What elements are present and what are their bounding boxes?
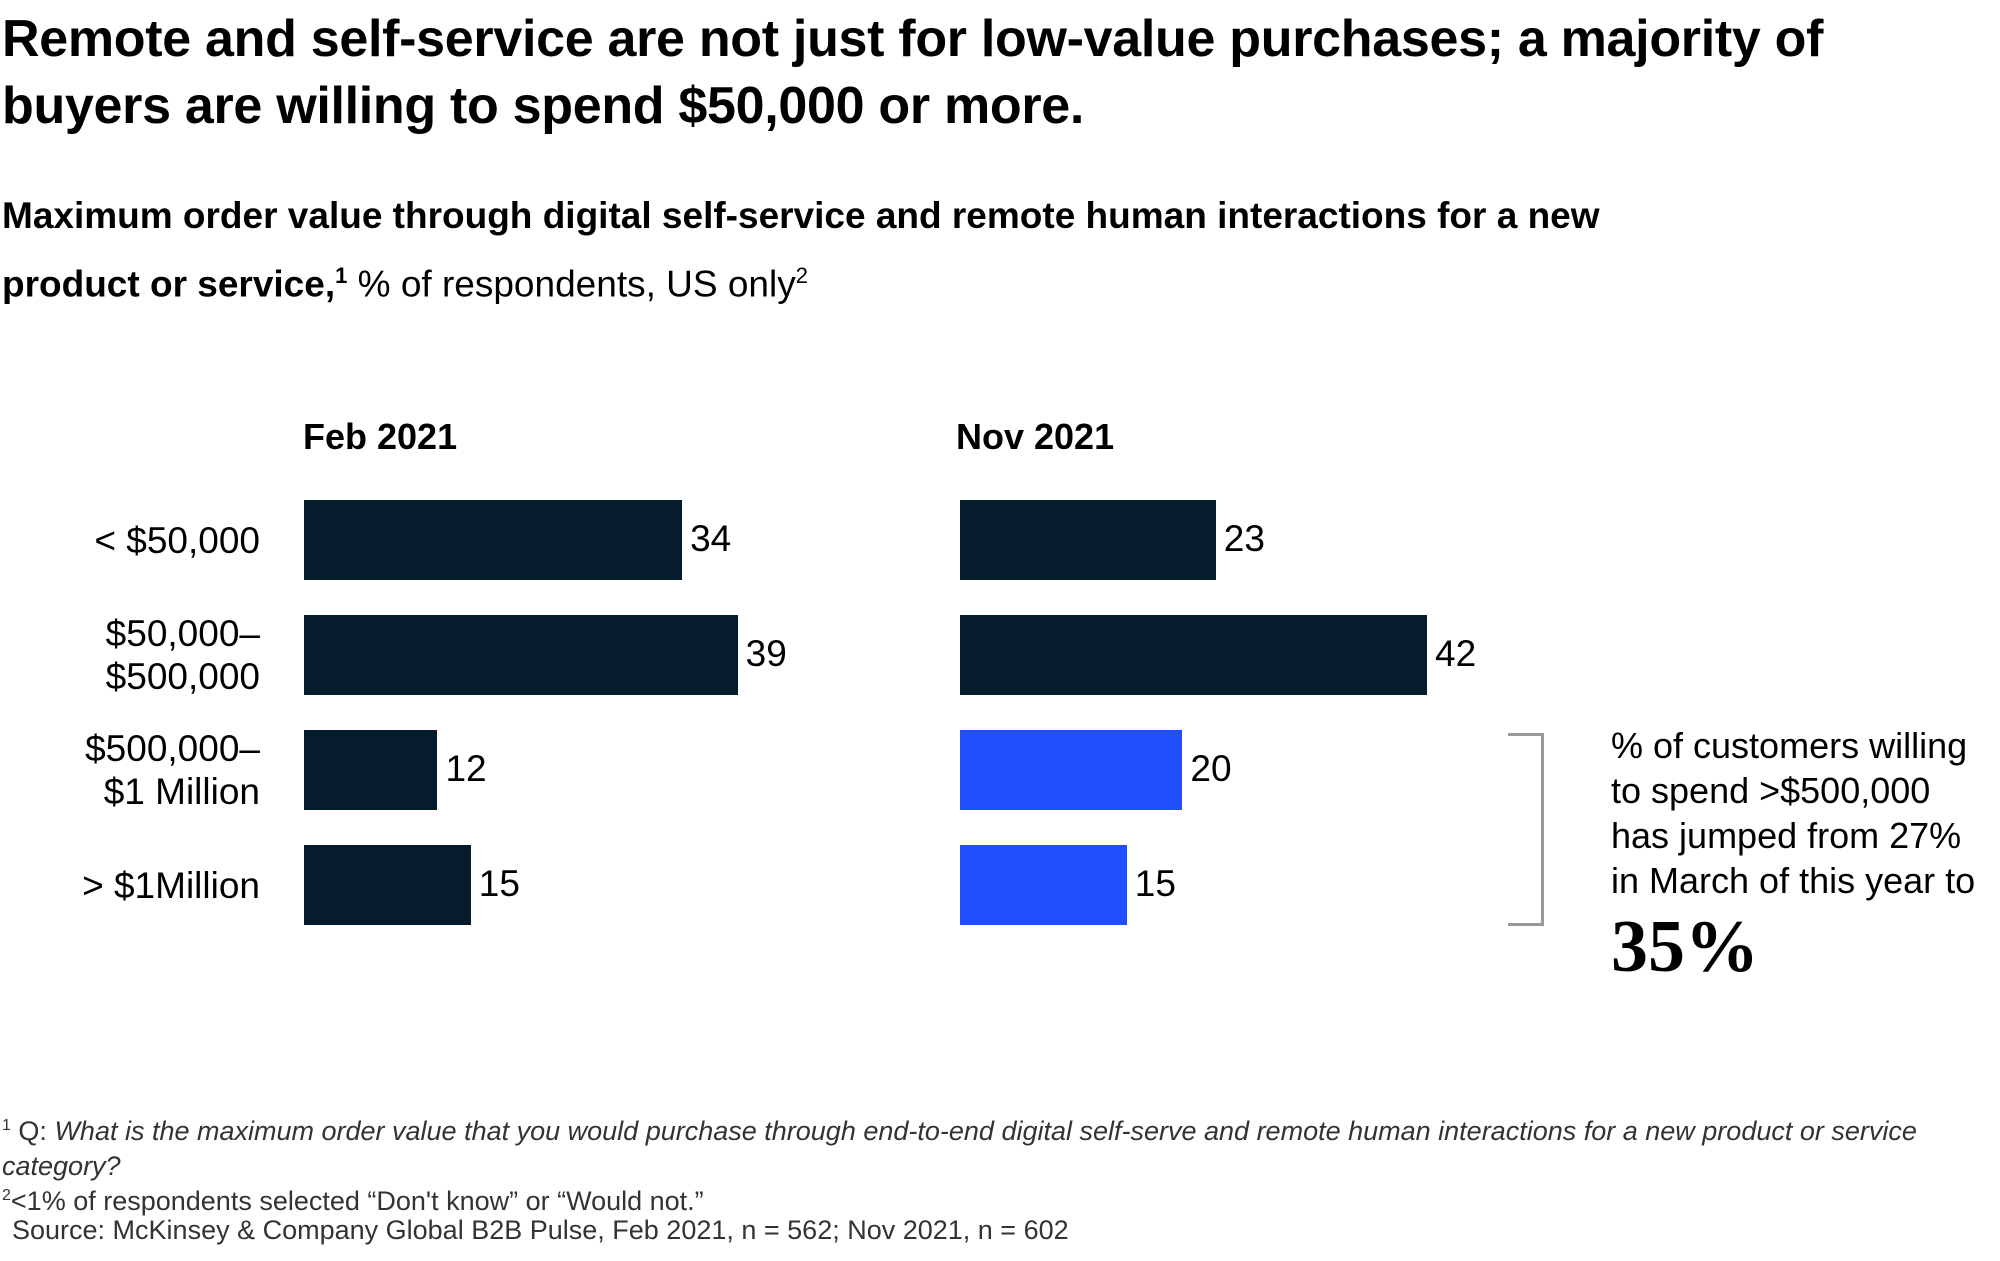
footnote-1-mark: 1	[2, 1117, 11, 1134]
value-label: 34	[690, 518, 732, 559]
footnote-2-mark: 2	[2, 1187, 11, 1204]
subtitle-bold: Maximum order value through digital self…	[2, 195, 1600, 305]
category-label: < $50,000	[94, 519, 260, 561]
value-label: 20	[1190, 748, 1232, 789]
bracket-marker	[1508, 733, 1544, 926]
chart-title: Remote and self-service are not just for…	[2, 10, 1824, 135]
series-title-nov: Nov 2021	[956, 416, 1115, 457]
category-label: $500,000– $1 Million	[85, 728, 260, 812]
bar-feb-1	[304, 615, 738, 695]
category-label: $50,000– $500,000	[105, 613, 260, 697]
bar-nov-0	[960, 500, 1216, 580]
annotation-line: has jumped from 27%	[1611, 815, 1962, 856]
subtitle-footnote-2: 2	[795, 263, 808, 288]
subtitle-regular: % of respondents, US only	[347, 263, 796, 305]
value-label: 15	[478, 863, 520, 904]
footnote-1-prefix: Q:	[18, 1116, 55, 1146]
footnote-1-text: What is the maximum order value that you…	[2, 1116, 1917, 1181]
bar-nov-2	[960, 730, 1183, 810]
bar-feb-2	[304, 730, 438, 810]
value-label: 23	[1223, 518, 1265, 559]
category-label: > $1Million	[82, 864, 260, 906]
bar-feb-0	[304, 500, 683, 580]
annotation-highlight: 35%	[1611, 906, 1759, 988]
value-label: 15	[1134, 863, 1176, 904]
footnote-1: 1 Q: What is the maximum order value tha…	[2, 1108, 1952, 1184]
footnote-2-text: <1% of respondents selected “Don't know”…	[10, 1186, 704, 1216]
annotation-line: % of customers willing	[1611, 725, 1968, 766]
bar-nov-1	[960, 615, 1428, 695]
bar-nov-3	[960, 845, 1127, 925]
series-title-feb: Feb 2021	[303, 416, 458, 457]
annotation-text: % of customers willing to spend >$500,00…	[1611, 723, 2000, 903]
value-label: 42	[1435, 633, 1477, 674]
source-note: Source: McKinsey & Company Global B2B Pu…	[12, 1215, 1069, 1245]
annotation-line: in March of this year to	[1611, 860, 1976, 901]
annotation-line: to spend >$500,000	[1611, 770, 1931, 811]
value-label: 12	[445, 748, 487, 789]
footnote-2: 2<1% of respondents selected “Don't know…	[2, 1178, 1952, 1219]
value-label: 39	[745, 633, 787, 674]
subtitle-footnote-1: 1	[335, 263, 348, 288]
chart-subtitle: Maximum order value through digital self…	[2, 186, 1702, 314]
bar-feb-3	[304, 845, 471, 925]
